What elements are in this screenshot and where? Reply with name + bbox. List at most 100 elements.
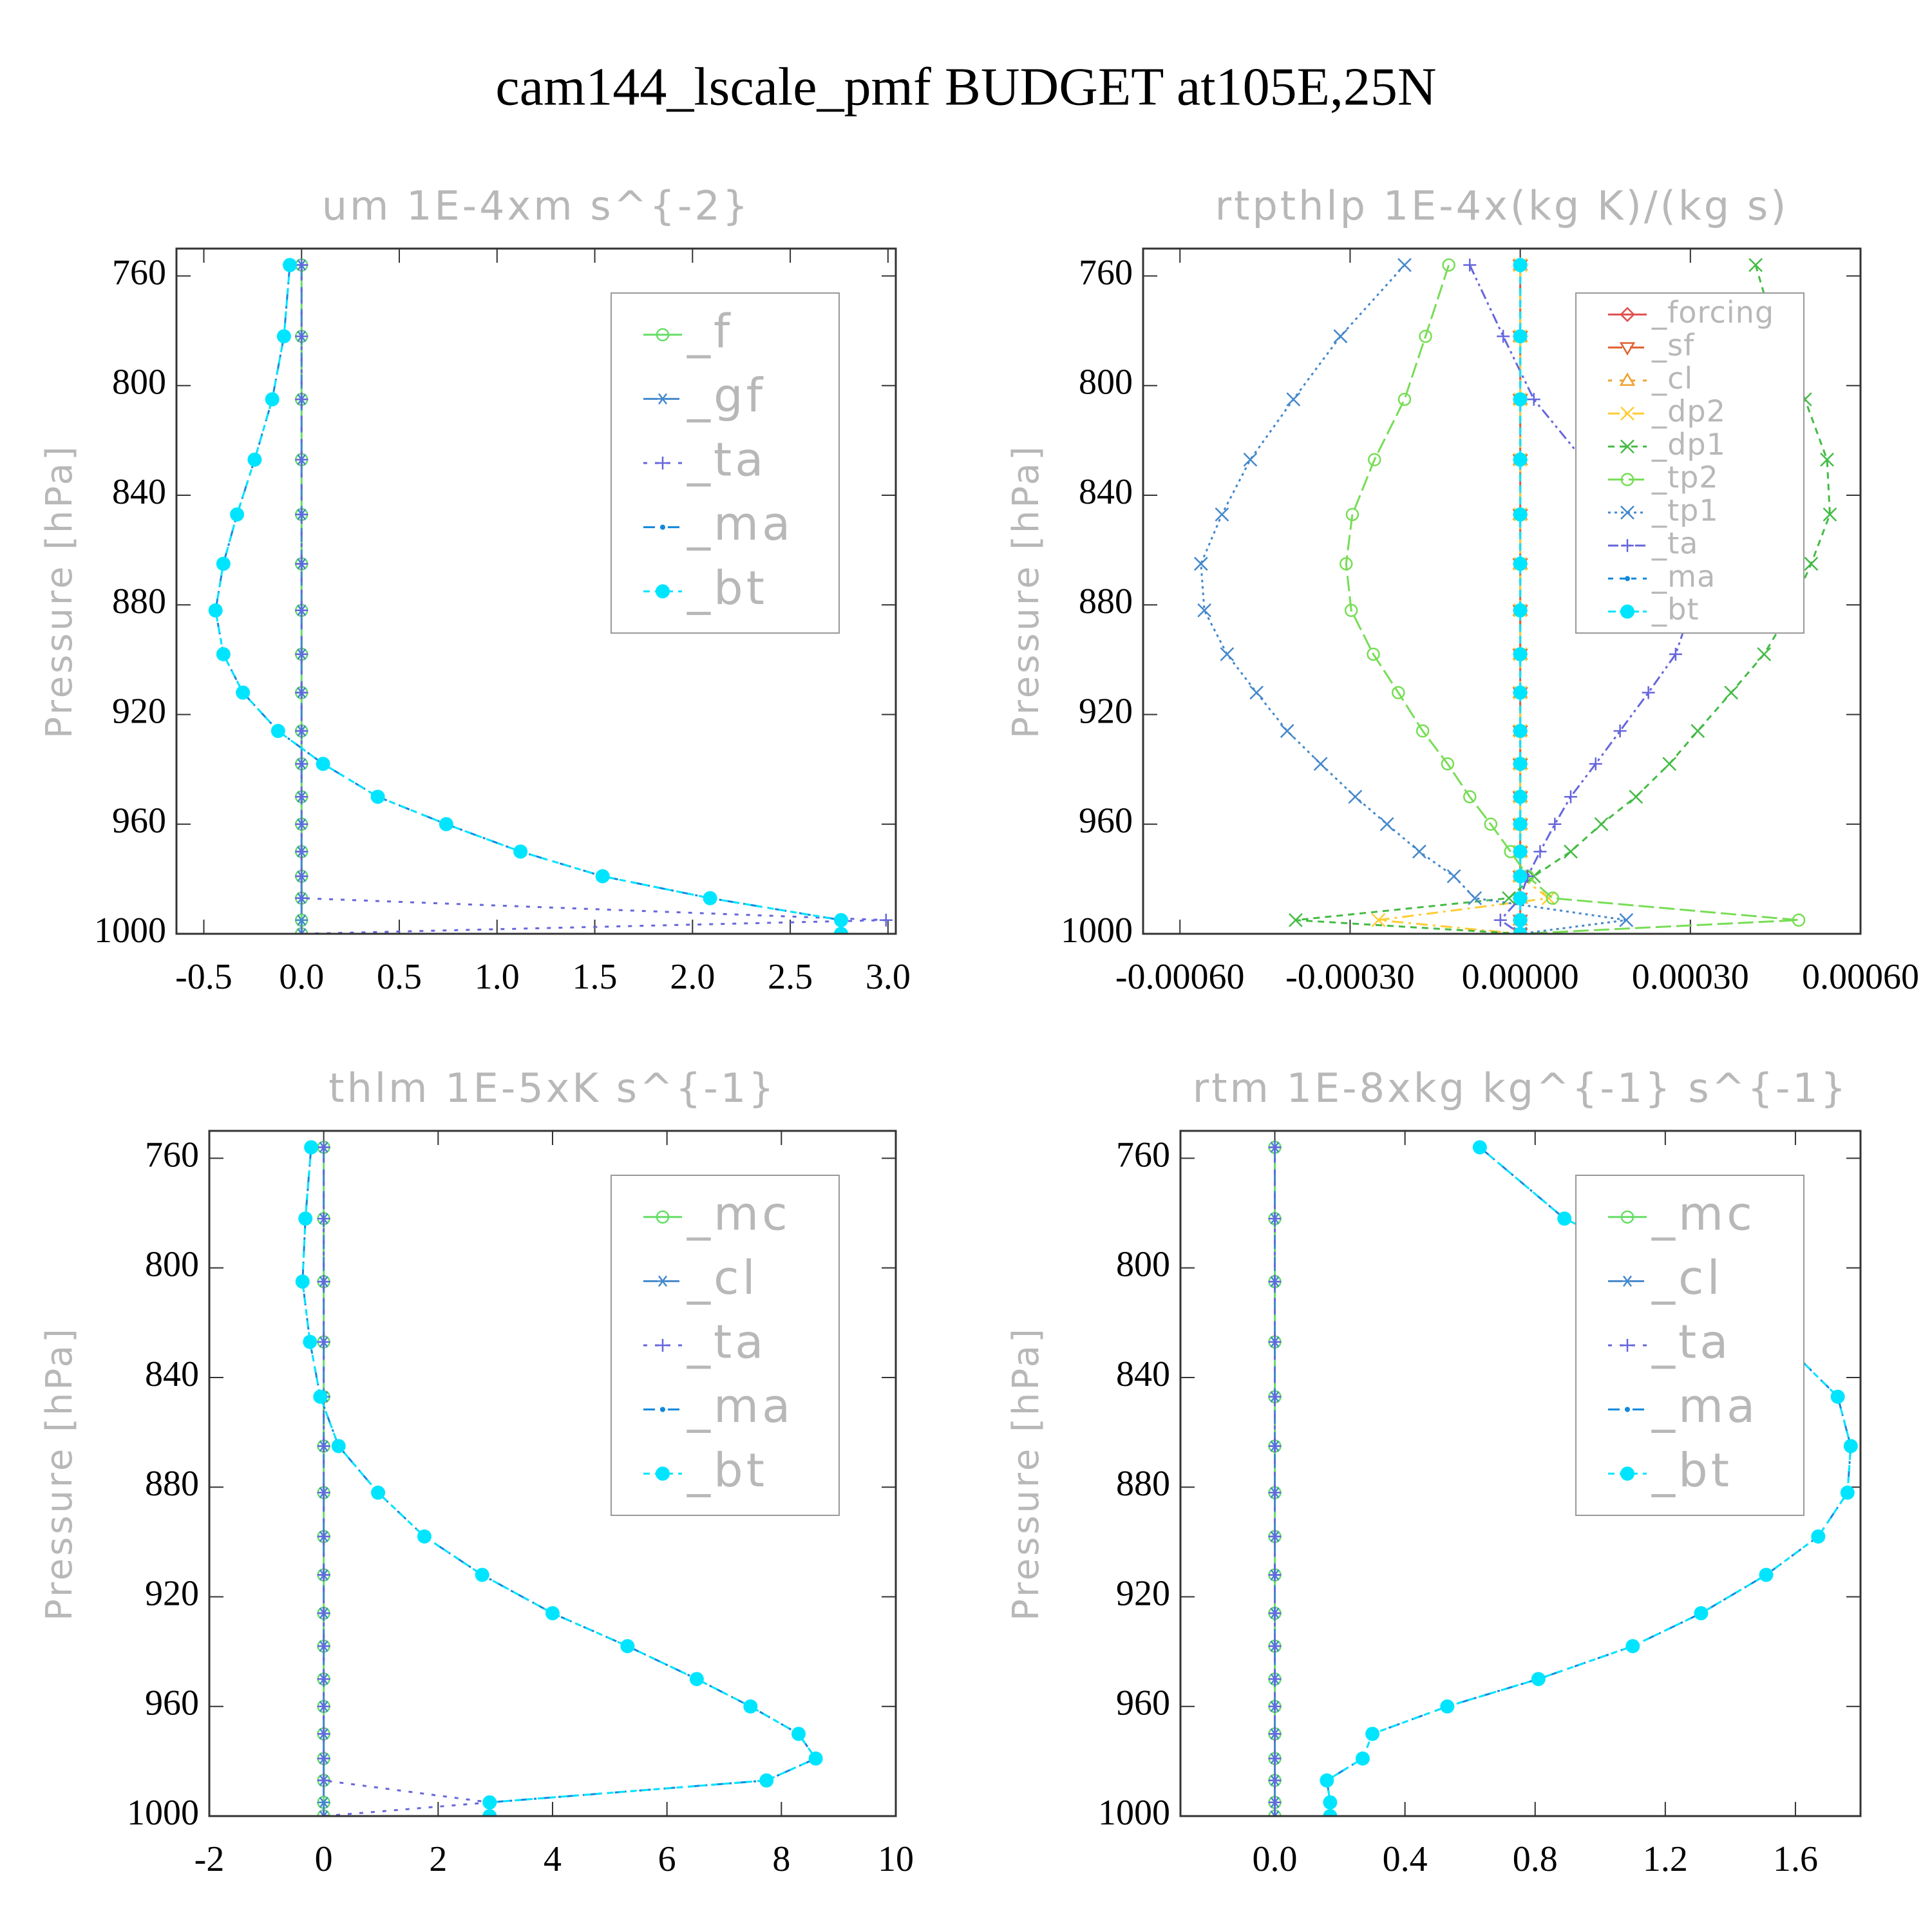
marker — [1468, 891, 1482, 905]
marker — [1513, 556, 1528, 571]
marker — [1694, 1606, 1709, 1621]
marker — [1497, 330, 1510, 343]
marker — [1625, 1639, 1640, 1654]
y-axis-label: Pressure [hPa] — [1005, 1326, 1047, 1621]
x-tick-label: 2 — [429, 1839, 447, 1879]
marker — [1268, 1727, 1282, 1741]
marker — [317, 1335, 330, 1349]
x-tick-label: -0.5 — [175, 957, 232, 997]
legend-box — [1575, 1175, 1804, 1516]
marker — [1344, 603, 1358, 618]
marker — [879, 913, 893, 927]
y-tick-label: 760 — [112, 252, 166, 292]
x-tick-label: 4 — [544, 1839, 562, 1879]
marker — [1416, 724, 1430, 738]
marker — [247, 452, 262, 467]
legend-label: _ma — [687, 497, 793, 551]
marker — [656, 328, 670, 342]
marker — [317, 1796, 330, 1808]
panel-title: rtpthlp 1E-4x(kg K)/(kg s) — [1215, 182, 1789, 229]
marker — [1589, 757, 1602, 771]
marker — [1564, 790, 1577, 804]
marker — [1412, 844, 1426, 859]
marker — [660, 524, 665, 530]
marker — [1268, 1700, 1282, 1713]
panel-title: thlm 1E-5xK s^{-1} — [328, 1065, 776, 1112]
marker — [1792, 913, 1806, 927]
marker — [1820, 452, 1834, 467]
series-line — [214, 265, 842, 934]
marker — [295, 258, 308, 272]
marker — [295, 557, 308, 571]
marker — [1513, 927, 1528, 934]
marker — [1564, 844, 1578, 859]
marker — [295, 686, 308, 699]
legend: _forcing_sf_cl_dp2_dp1_tp2_tp1_ta_ma_bt — [1575, 292, 1804, 634]
marker — [295, 393, 308, 406]
marker — [317, 1672, 330, 1686]
marker — [295, 869, 308, 883]
marker — [513, 844, 528, 859]
x-tick-label: 0.5 — [377, 957, 422, 997]
marker — [656, 1339, 669, 1352]
marker — [1446, 869, 1461, 884]
marker — [1513, 724, 1528, 739]
marker — [317, 1275, 330, 1289]
legend-label: _ma — [687, 1379, 793, 1433]
series-line — [301, 1147, 817, 1816]
marker — [1690, 724, 1705, 738]
marker — [216, 556, 231, 571]
marker — [304, 1140, 319, 1155]
y-tick-label: 760 — [1079, 252, 1133, 292]
marker — [1759, 1567, 1774, 1582]
y-tick-label: 960 — [1079, 801, 1133, 841]
x-tick-label: 0.0 — [279, 957, 324, 997]
marker — [1289, 913, 1303, 927]
marker — [595, 869, 610, 884]
marker — [1531, 1672, 1546, 1687]
marker — [295, 1274, 310, 1289]
marker — [1268, 1568, 1282, 1582]
marker — [1662, 757, 1677, 772]
marker — [482, 1809, 497, 1816]
marker — [834, 913, 849, 927]
marker — [1268, 1212, 1282, 1226]
marker — [1621, 1339, 1634, 1352]
marker — [1419, 329, 1432, 343]
marker — [276, 329, 291, 344]
marker — [482, 1795, 497, 1810]
marker — [1840, 1485, 1855, 1500]
marker — [1620, 1210, 1634, 1224]
marker — [1621, 539, 1634, 553]
legend-label: _bt — [1651, 1443, 1732, 1497]
marker — [1830, 1389, 1845, 1404]
y-tick-label: 960 — [1116, 1683, 1170, 1723]
marker — [1546, 891, 1560, 905]
y-tick-label: 800 — [145, 1245, 199, 1285]
y-tick-label: 920 — [145, 1573, 199, 1613]
marker — [1268, 1752, 1282, 1765]
marker — [656, 1466, 670, 1481]
plot-area — [208, 258, 893, 934]
x-tick-label: 1.5 — [573, 957, 618, 997]
marker — [1268, 1810, 1282, 1816]
marker — [1368, 453, 1381, 466]
marker — [1620, 1466, 1634, 1481]
legend-label: _ta — [1651, 526, 1698, 561]
y-tick-label: 840 — [1116, 1354, 1170, 1394]
legend-label: _ma — [1651, 1379, 1758, 1433]
marker — [1268, 1275, 1282, 1289]
y-tick-label: 1000 — [127, 1793, 199, 1833]
legend-label: _gf — [687, 368, 766, 422]
marker — [1268, 1390, 1282, 1403]
y-tick-label: 920 — [112, 691, 166, 731]
legend-label: _forcing — [1651, 295, 1774, 330]
marker — [295, 914, 308, 926]
marker — [1620, 439, 1634, 454]
marker — [208, 603, 223, 618]
marker — [1397, 258, 1412, 272]
marker — [1811, 1529, 1826, 1544]
legend-box — [1575, 292, 1804, 634]
